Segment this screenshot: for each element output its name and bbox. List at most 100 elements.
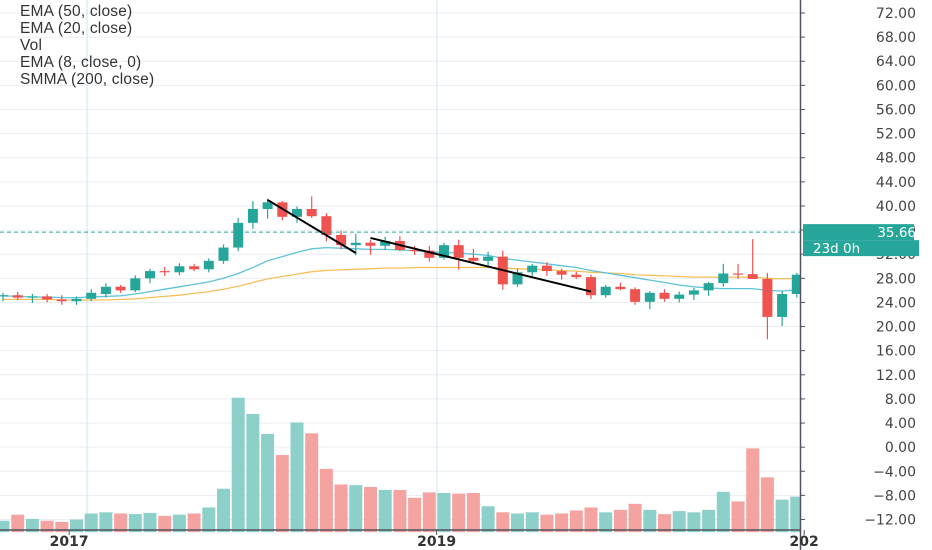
volume-bar <box>775 499 789 533</box>
candle-body <box>571 274 582 278</box>
volume-bar <box>584 507 598 533</box>
volume-bar <box>466 492 480 533</box>
volume-bar <box>202 507 216 533</box>
volume-bar <box>334 484 348 533</box>
candle-body <box>630 289 641 302</box>
candle-body <box>71 298 82 302</box>
candle-body <box>12 295 23 298</box>
volume-bar <box>319 468 333 533</box>
countdown-tag <box>803 240 919 257</box>
candle-body <box>336 234 347 246</box>
price-tick-label: 0.00 <box>885 440 916 456</box>
volume-bar <box>99 512 113 533</box>
volume-bar <box>481 506 495 533</box>
volume-bar <box>496 512 510 533</box>
price-tick-label: 68.00 <box>876 30 916 46</box>
price-axis-bg <box>800 0 932 550</box>
candle-body <box>365 242 376 246</box>
candle-body <box>247 208 258 223</box>
candle-body <box>600 286 611 296</box>
volume-bar <box>731 501 745 533</box>
indicator-legend: EMA (50, close) EMA (20, close) Vol EMA … <box>20 3 154 88</box>
candle-body <box>615 286 626 290</box>
volume-bar <box>40 520 54 533</box>
time-tick-label: 2017 <box>50 534 89 550</box>
candle-body <box>42 296 53 300</box>
volume-bar <box>305 433 319 533</box>
candle-body <box>674 294 685 299</box>
price-tick-label: −4.00 <box>873 464 916 480</box>
candle-body <box>0 295 8 297</box>
volume-bar <box>158 515 172 533</box>
price-tick-label: −12.00 <box>864 513 916 529</box>
time-axis[interactable]: 2017 2019 202 <box>0 529 819 550</box>
legend-ema20[interactable]: EMA (20, close) <box>20 20 133 37</box>
candle-body <box>115 286 126 291</box>
volume-bar <box>569 510 583 533</box>
volume-bar <box>422 492 436 533</box>
candle-body <box>174 266 185 273</box>
candle-body <box>586 277 596 296</box>
ema20-line <box>2 246 827 299</box>
volume-bar <box>217 488 230 533</box>
volume-bar <box>511 513 524 533</box>
volume-bar <box>364 486 377 533</box>
price-tick-label: 28.00 <box>876 271 916 287</box>
candle-body <box>292 208 302 217</box>
volume-bar <box>540 514 554 533</box>
volume-bar <box>393 489 407 533</box>
legend-vol[interactable]: Vol <box>20 37 43 54</box>
volume-bar <box>658 514 671 533</box>
trendlines <box>267 199 592 293</box>
candle-body <box>791 274 802 294</box>
volume-bar <box>231 397 245 533</box>
volume-bar <box>555 513 569 533</box>
price-axis[interactable]: 72.00 68.00 64.00 60.00 56.00 52.00 48.00 44.00… <box>799 0 932 550</box>
candle-body <box>86 292 97 299</box>
volume-bar <box>408 497 422 533</box>
volume-bar <box>628 503 642 533</box>
price-tick-label: 56.00 <box>876 102 916 118</box>
candle-body <box>218 247 229 261</box>
candle-body <box>203 260 214 270</box>
legend-ema50[interactable]: EMA (50, close) <box>20 3 133 20</box>
candle-body <box>644 292 655 302</box>
candle-body <box>762 278 773 317</box>
candle-body <box>659 292 670 299</box>
volume-bar <box>716 491 730 533</box>
price-tick-label: 16.00 <box>876 344 916 360</box>
volume-bar <box>437 492 451 533</box>
volume-bar <box>525 512 539 533</box>
price-tick-label: 44.00 <box>876 175 916 191</box>
candle-body <box>233 222 244 248</box>
countdown-label: 23d 0h <box>813 241 860 257</box>
candle-body <box>262 202 273 209</box>
volume-bar <box>114 513 128 533</box>
volume-bar <box>128 514 142 533</box>
candle-body <box>130 278 141 291</box>
candle-body <box>777 293 788 317</box>
price-tick-label: 20.00 <box>876 320 916 336</box>
candle-body <box>321 216 332 235</box>
legend-ema8[interactable]: EMA (8, close, 0) <box>20 54 142 71</box>
volume-bar <box>349 485 363 533</box>
candle-body <box>424 250 435 258</box>
candle-body <box>541 265 552 272</box>
candle-body <box>409 249 420 252</box>
price-tick-label: 40.00 <box>876 199 916 215</box>
volume-bar <box>187 513 201 533</box>
volume-bar <box>760 477 774 533</box>
candle-body <box>483 256 494 261</box>
volume-bar <box>378 489 392 533</box>
volume-bar <box>70 519 83 533</box>
volume-bar <box>599 512 613 533</box>
volume-bar <box>275 454 289 533</box>
volume-bar <box>687 512 701 533</box>
volume-bar <box>746 448 760 533</box>
last-price-tag <box>803 224 914 241</box>
price-tick-label: 48.00 <box>876 151 916 167</box>
volume-bar <box>0 520 10 533</box>
legend-smma200[interactable]: SMMA (200, close) <box>20 71 155 88</box>
volume-bar <box>643 509 657 533</box>
